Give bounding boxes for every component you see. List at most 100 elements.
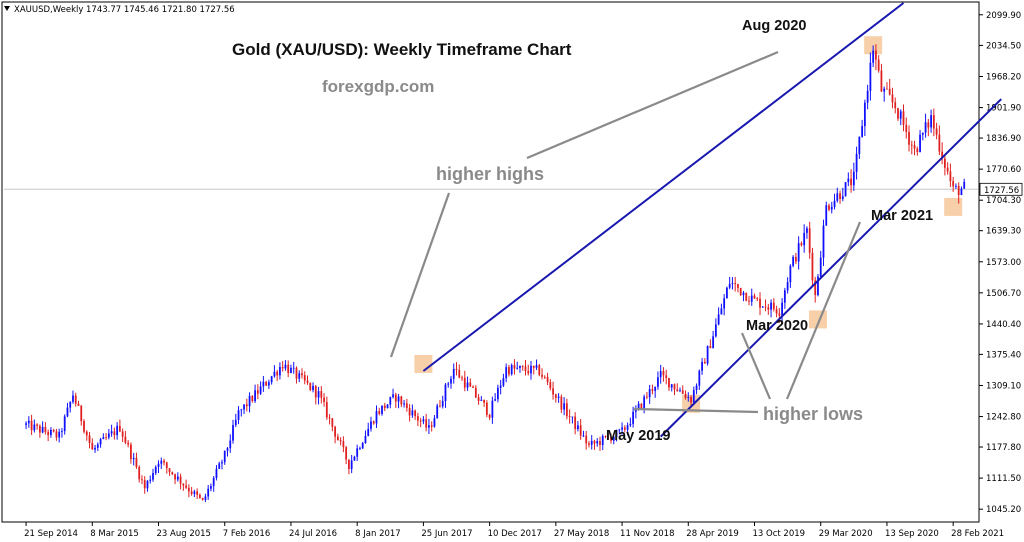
- candle: [96, 442, 99, 451]
- candle: [364, 430, 367, 444]
- candle-body: [629, 423, 632, 426]
- candle: [648, 384, 651, 404]
- candle-body: [908, 131, 910, 145]
- candle: [623, 425, 626, 433]
- candle-body: [612, 436, 615, 441]
- collapse-arrow-icon[interactable]: [4, 6, 10, 11]
- candle: [830, 201, 833, 214]
- candle-body: [772, 302, 775, 310]
- callout-higher-lows-mar-2021: [785, 221, 862, 400]
- x-tick-label: 10 Dec 2017: [488, 529, 542, 539]
- candle-body: [436, 405, 439, 419]
- candle-body: [899, 111, 902, 119]
- candle-body: [822, 225, 825, 258]
- candle: [582, 430, 585, 437]
- candle: [916, 146, 919, 156]
- candle-body: [295, 367, 298, 379]
- candle: [127, 440, 130, 448]
- candle-body: [165, 462, 168, 469]
- candle-body: [314, 385, 317, 398]
- candle-body: [935, 128, 938, 135]
- candle-body: [411, 410, 414, 416]
- candle: [626, 422, 629, 436]
- candle-body: [797, 243, 800, 262]
- candle: [767, 303, 770, 315]
- y-tick-label: 1901.90: [986, 104, 1021, 114]
- candle-body: [397, 396, 400, 402]
- candle: [943, 154, 946, 176]
- candle-body: [452, 368, 455, 379]
- candle-body: [819, 257, 822, 277]
- x-tick-label: 29 Mar 2020: [819, 529, 873, 539]
- candle-body: [891, 94, 894, 103]
- candle: [196, 488, 199, 500]
- candle-body: [502, 378, 505, 386]
- candle: [422, 416, 425, 425]
- candle: [165, 461, 168, 474]
- candle-body: [279, 367, 281, 376]
- candle-body: [905, 124, 908, 132]
- candle-body: [292, 367, 295, 369]
- current-price-line: 1727.56: [4, 182, 1023, 196]
- candle: [430, 421, 433, 432]
- candle-body: [301, 373, 303, 376]
- candle-body: [643, 396, 646, 409]
- candle-body: [676, 389, 679, 391]
- candle: [657, 371, 659, 390]
- candle-body: [259, 386, 262, 394]
- candle: [847, 172, 850, 187]
- y-tick-label: 1045.20: [986, 505, 1021, 515]
- candle: [102, 433, 105, 440]
- x-tick-label: 27 May 2018: [554, 529, 609, 539]
- candle-body: [447, 383, 450, 385]
- y-tick-label: 1177.80: [986, 443, 1021, 453]
- candle-body: [574, 416, 577, 430]
- candle: [508, 364, 510, 377]
- candle-body: [135, 457, 138, 467]
- candle-body: [430, 425, 433, 427]
- candle-body: [786, 282, 789, 291]
- candle-body: [637, 403, 640, 409]
- candle-body: [419, 420, 422, 422]
- candle-body: [273, 371, 276, 377]
- candle-body: [414, 410, 417, 417]
- candle-body: [130, 444, 132, 460]
- candle-body: [897, 108, 899, 119]
- candle-body: [463, 377, 466, 388]
- candle-body: [679, 390, 681, 392]
- candle: [287, 360, 290, 378]
- candle-body: [270, 376, 273, 383]
- candle: [190, 487, 193, 496]
- candle: [336, 433, 339, 441]
- candle-body: [433, 418, 436, 427]
- y-tick-label: 1770.60: [986, 165, 1021, 175]
- candle: [356, 444, 359, 462]
- x-tick-label: 28 Apr 2019: [686, 529, 739, 539]
- candle: [549, 379, 552, 391]
- candle-body: [370, 421, 372, 429]
- candle-body: [168, 468, 171, 473]
- candle: [706, 345, 709, 366]
- candle-body: [44, 426, 47, 433]
- candle: [270, 375, 273, 385]
- candle-body: [513, 365, 516, 369]
- candle: [204, 493, 207, 502]
- candle: [745, 292, 748, 302]
- highlight-aug-2020: [864, 36, 883, 55]
- candle: [571, 416, 574, 424]
- candle-body: [568, 416, 571, 418]
- candle-body: [875, 50, 877, 60]
- candle: [806, 226, 808, 239]
- candle: [370, 416, 372, 432]
- candle-body: [80, 405, 83, 422]
- candle-body: [386, 404, 389, 409]
- candle: [535, 359, 538, 371]
- candle-body: [596, 441, 599, 444]
- candle: [267, 379, 270, 389]
- candle: [472, 385, 474, 388]
- candle-body: [256, 390, 259, 394]
- candle: [692, 386, 695, 405]
- candle-body: [552, 388, 554, 395]
- candle: [375, 405, 378, 428]
- candle-body: [472, 386, 474, 388]
